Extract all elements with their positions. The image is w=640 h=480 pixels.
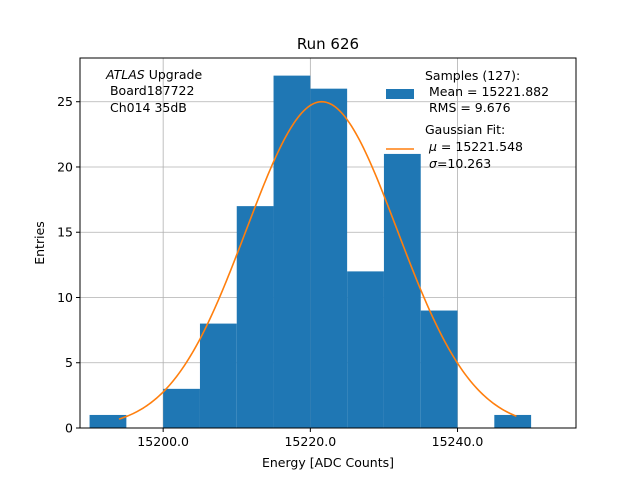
legend: Samples (127): Mean = 15221.882 RMS = 9.… bbox=[386, 68, 549, 171]
histogram-bar bbox=[163, 388, 200, 428]
y-tick-label-4: 20 bbox=[57, 159, 73, 174]
y-tick-label-1: 5 bbox=[65, 355, 73, 370]
y-tick-label-5: 25 bbox=[57, 94, 73, 109]
histogram-bar bbox=[494, 414, 532, 428]
legend-sigma-value: =10.263 bbox=[437, 156, 491, 171]
fit-curve-layer bbox=[118, 100, 517, 420]
legend-samples-line-2: Mean = 15221.882 bbox=[425, 84, 549, 99]
legend-samples-line-3: RMS = 9.676 bbox=[425, 100, 511, 115]
y-tick-label-2: 10 bbox=[57, 290, 73, 305]
histogram-bar bbox=[347, 271, 384, 428]
x-tick-label-0: 15200.0 bbox=[137, 434, 189, 449]
x-axis-ticks: 15200.0 15220.0 15240.0 bbox=[137, 428, 483, 449]
legend-samples-line-1: Samples (127): bbox=[425, 68, 520, 83]
y-tick-label-3: 15 bbox=[57, 225, 73, 240]
annotation-atlas: ATLAS bbox=[105, 67, 145, 82]
y-tick-label-0: 0 bbox=[65, 421, 73, 436]
annotation-upgrade: Upgrade bbox=[145, 67, 203, 82]
chart-title: Run 626 bbox=[297, 35, 359, 53]
legend-mu-value: = 15221.548 bbox=[437, 139, 523, 154]
y-axis-label: Entries bbox=[32, 221, 47, 265]
legend-fit-line-3: σ=10.263 bbox=[429, 156, 491, 171]
x-axis-label: Energy [ADC Counts] bbox=[262, 455, 394, 470]
annotation-line-2: Board187722 bbox=[106, 83, 194, 98]
annotation-block: ATLAS Upgrade Board187722 Ch014 35dB bbox=[105, 67, 202, 115]
gaussian-fit-line bbox=[118, 100, 517, 420]
legend-sigma-symbol: σ bbox=[429, 156, 438, 171]
y-axis-ticks: 0 5 10 15 20 25 bbox=[57, 94, 80, 436]
legend-fit-line-1: Gaussian Fit: bbox=[425, 122, 505, 137]
x-tick-label-1: 15220.0 bbox=[284, 434, 336, 449]
histogram-bar bbox=[89, 414, 127, 428]
legend-mu-symbol: μ bbox=[428, 139, 437, 154]
histogram-bar bbox=[199, 323, 237, 428]
histogram-bar bbox=[236, 206, 274, 428]
legend-fit-line-2: μ = 15221.548 bbox=[428, 139, 523, 154]
plot-frame bbox=[79, 57, 577, 429]
histogram-bar bbox=[420, 310, 458, 428]
annotation-line-3: Ch014 35dB bbox=[106, 100, 187, 115]
histogram-bars bbox=[89, 75, 532, 429]
histogram-bar bbox=[273, 75, 311, 428]
histogram-bar bbox=[310, 88, 348, 428]
histogram-bar bbox=[383, 153, 421, 429]
annotation-line-1: ATLAS Upgrade bbox=[105, 67, 202, 82]
x-tick-label-2: 15240.0 bbox=[432, 434, 484, 449]
legend-samples-swatch bbox=[386, 89, 414, 99]
